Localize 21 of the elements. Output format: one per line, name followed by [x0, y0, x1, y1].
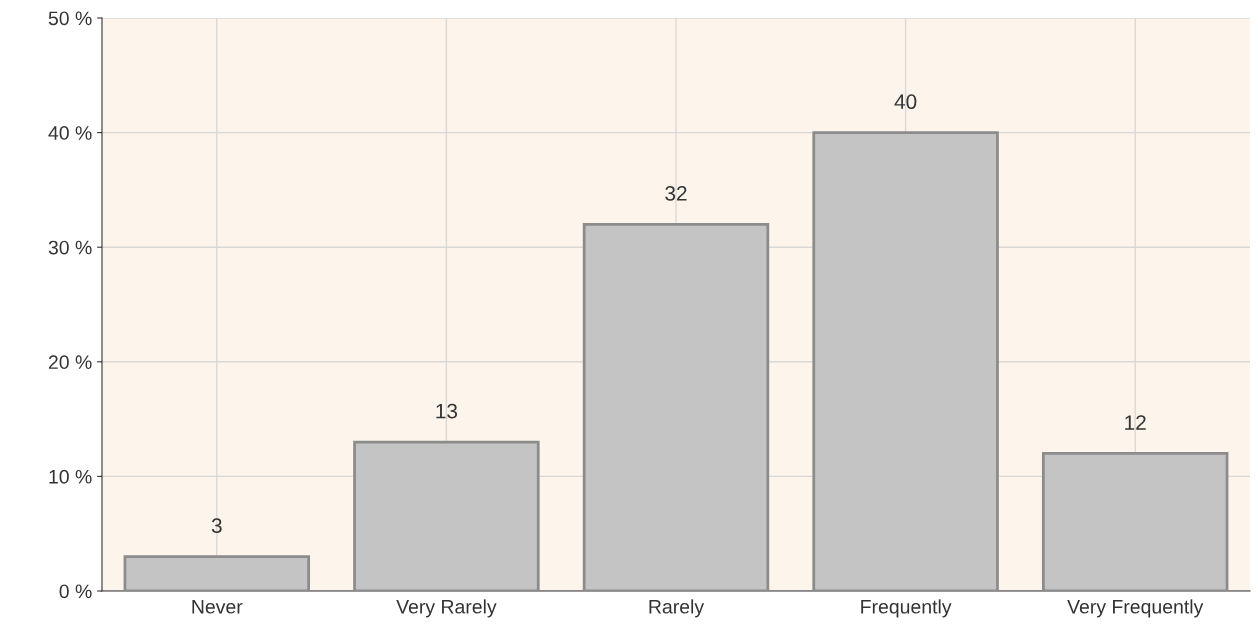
y-tick-label: 30 % [48, 240, 92, 255]
y-tick-label: 50 % [48, 11, 92, 26]
x-tick-label: Rarely [649, 599, 705, 618]
x-tick-label: Frequently [861, 599, 952, 618]
y-tick-label: 40 % [48, 126, 92, 140]
data-label: 13 [436, 403, 458, 419]
x-tick-label: Never [192, 600, 243, 614]
y-tick-label: 10 % [49, 469, 92, 484]
bar [353, 440, 540, 591]
y-tick-label: 20 % [48, 355, 92, 370]
data-label: 32 [665, 185, 687, 201]
bar [123, 555, 311, 591]
data-label: 40 [894, 94, 917, 110]
bar [582, 222, 770, 591]
bar [1041, 452, 1229, 591]
data-label: 3 [211, 518, 222, 534]
y-tick-label: 0 % [59, 584, 92, 599]
x-tick-label: Very Rarely [396, 599, 497, 618]
x-tick-label: Very Frequently [1067, 599, 1204, 618]
bar [812, 131, 999, 591]
data-label: 12 [1125, 415, 1146, 430]
